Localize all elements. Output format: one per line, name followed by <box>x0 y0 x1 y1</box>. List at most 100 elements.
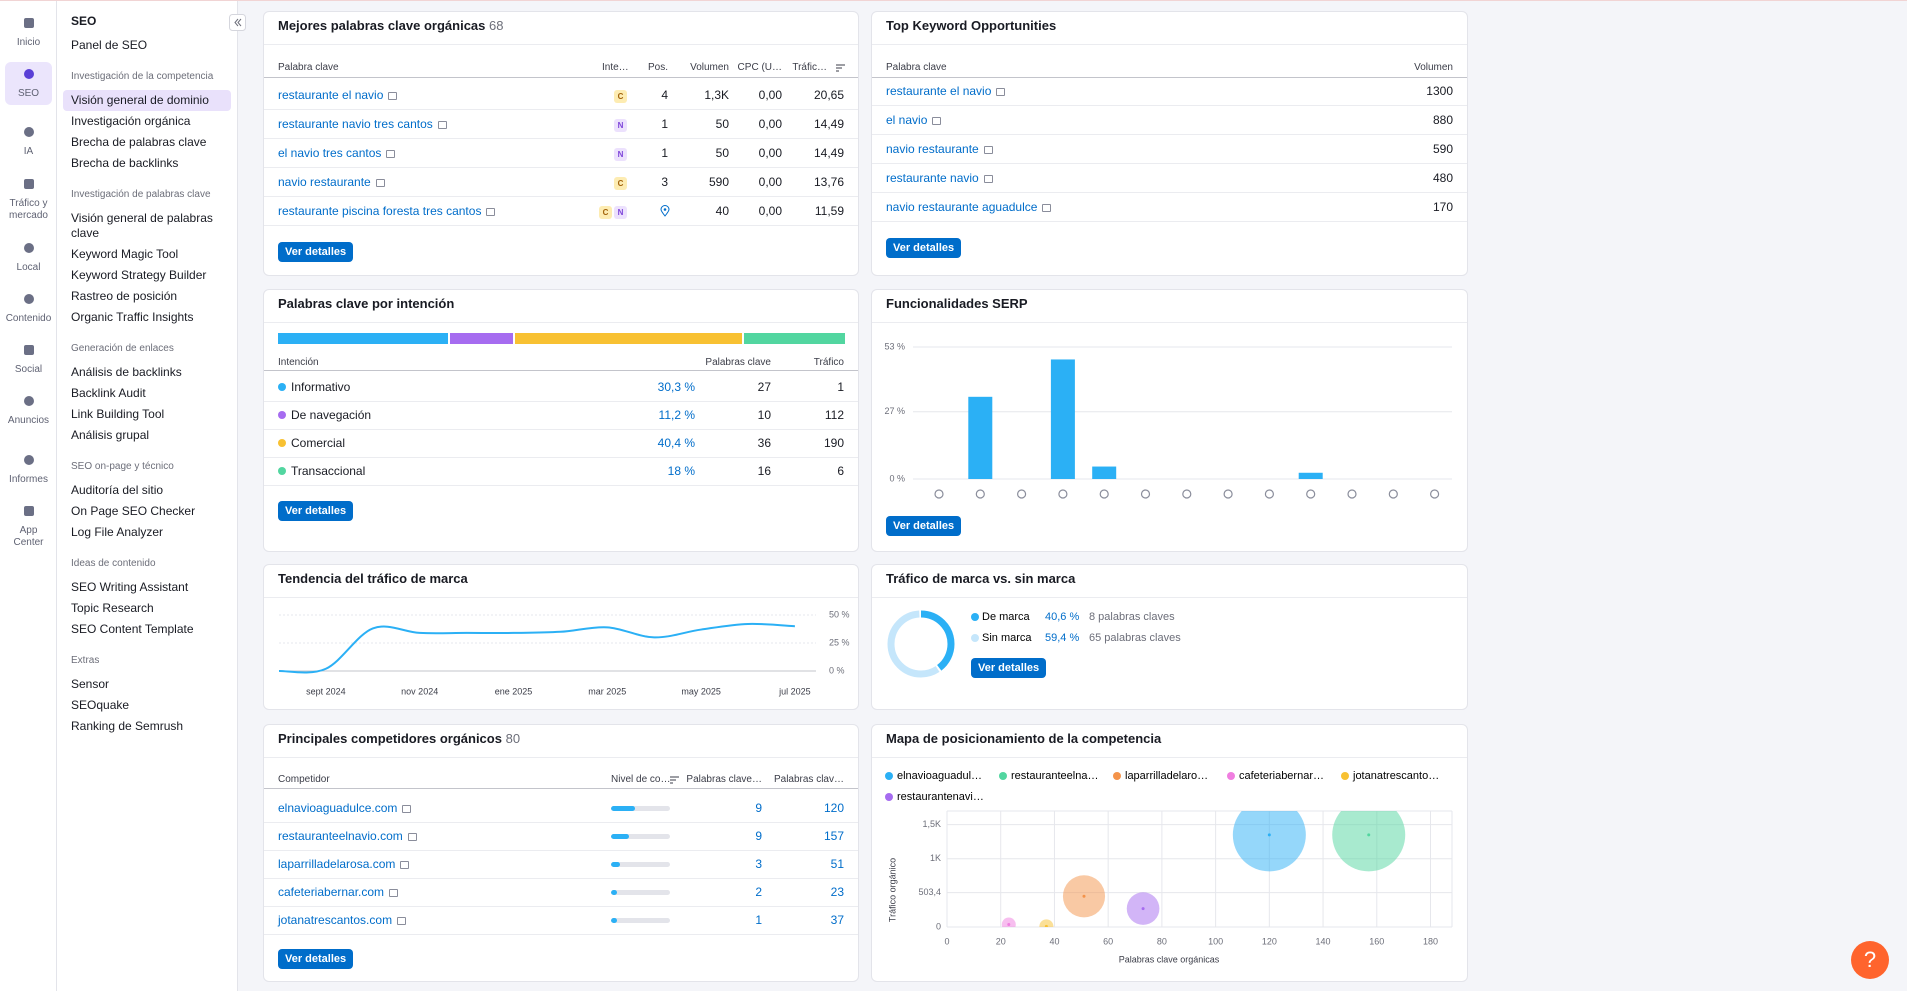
nav-icon <box>23 127 34 137</box>
nav-item[interactable]: Anuncios <box>5 389 52 432</box>
keyword-link[interactable]: restaurante navio tres cantos <box>278 117 433 131</box>
level-bar <box>611 861 621 867</box>
serp-feature-icon <box>934 489 944 499</box>
nav-icon-shape <box>23 243 34 253</box>
details-button[interactable]: Ver detalles <box>971 658 1047 678</box>
nav-item[interactable]: Informes <box>5 448 52 491</box>
legend-label: cafeteriabernar… <box>1239 770 1324 782</box>
nav-item[interactable]: SEO <box>5 62 52 105</box>
sidebar-link[interactable]: On Page SEO Checker <box>71 504 196 518</box>
sidebar-link[interactable]: Análisis de backlinks <box>71 365 182 379</box>
sidebar-link[interactable]: Rastreo de posición <box>71 289 178 303</box>
competitor-link[interactable]: cafeteriabernar.com <box>278 885 385 899</box>
sidebar-link[interactable]: Auditoría del sitio <box>71 483 164 497</box>
nav-item[interactable]: Local <box>5 236 52 279</box>
y-tick-label: 1,5K <box>922 819 941 829</box>
keyword-link[interactable]: restaurante piscina foresta tres cantos <box>278 204 482 218</box>
sidebar-link[interactable]: Visión general de palabras clave <box>71 211 213 240</box>
serp-icon <box>437 121 447 129</box>
nav-label: Tráfico y mercado <box>9 198 48 221</box>
sidebar-link[interactable]: SEOquake <box>71 698 130 712</box>
x-tick-label: 20 <box>996 936 1006 946</box>
volume: 590 <box>708 175 729 189</box>
y-tick-label: 1K <box>930 853 941 863</box>
nav-item[interactable]: Inicio <box>5 11 52 54</box>
legend-label: elnavioaguadul… <box>897 770 982 782</box>
competitor-link[interactable]: laparrilladelarosa.com <box>278 857 396 871</box>
legend-label: Sin marca <box>982 632 1032 644</box>
sidebar-link[interactable]: Investigación orgánica <box>71 114 191 128</box>
keyword-link[interactable]: restaurante navio <box>886 171 979 185</box>
keyword-link[interactable]: el navio tres cantos <box>278 146 382 160</box>
nav-label: SEO <box>17 88 40 99</box>
serp-feature-icon <box>1140 489 1151 499</box>
intent-dot <box>278 383 286 391</box>
title-text: Mejores palabras clave orgánicas <box>278 18 486 33</box>
sidebar-link[interactable]: Organic Traffic Insights <box>71 310 194 324</box>
competitor-link[interactable]: jotanatrescantos.com <box>278 913 393 927</box>
intent-dot <box>278 439 286 447</box>
level-bar <box>611 917 617 923</box>
keyword-link[interactable]: el navio <box>886 113 928 127</box>
sidebar-link[interactable]: Visión general de dominio <box>63 90 231 111</box>
nav-item[interactable]: IA <box>5 120 52 163</box>
divider <box>264 597 858 598</box>
details-button[interactable]: Ver detalles <box>278 242 354 262</box>
keyword-link[interactable]: restaurante el navio <box>278 88 384 102</box>
sidebar-heading: Investigación de palabras clave <box>71 189 211 200</box>
details-button[interactable]: Ver detalles <box>886 516 962 536</box>
y-tick-label: 0 % <box>829 665 845 675</box>
sidebar-link[interactable]: Topic Research <box>71 601 154 615</box>
nav-item[interactable]: Tráfico y mercado <box>5 172 52 227</box>
column-header: Volumen <box>690 62 729 73</box>
serp-icon <box>388 92 398 100</box>
sidebar-link[interactable]: Keyword Strategy Builder <box>71 268 207 282</box>
keyword-link[interactable]: navio restaurante <box>278 175 371 189</box>
keyword-link[interactable]: navio restaurante aguadulce <box>886 200 1038 214</box>
sidebar-link[interactable]: Keyword Magic Tool <box>71 247 179 261</box>
divider <box>264 757 858 758</box>
nav-rail: Inicio SEO IA Tráfico y mercado Local Conteni… <box>0 1 57 991</box>
x-tick-label: 40 <box>1049 936 1059 946</box>
nav-item[interactable]: App Center <box>5 499 52 554</box>
details-button[interactable]: Ver detalles <box>886 238 962 258</box>
details-button[interactable]: Ver detalles <box>278 501 354 521</box>
column-header: Competidor <box>278 774 330 785</box>
x-tick-label: 160 <box>1369 936 1384 946</box>
keyword-link[interactable]: navio restaurante <box>886 142 979 156</box>
volume: 590 <box>1432 142 1453 156</box>
sidebar-link[interactable]: SEO Content Template <box>71 622 194 636</box>
nav-icon <box>23 69 34 79</box>
sidebar-link[interactable]: Brecha de palabras clave <box>71 135 207 149</box>
sidebar-link[interactable]: Link Building Tool <box>71 407 165 421</box>
sidebar-link[interactable]: Análisis grupal <box>71 428 150 442</box>
sidebar-link[interactable]: Panel de SEO <box>71 38 148 52</box>
sidebar-link[interactable]: Ranking de Semrush <box>71 719 184 733</box>
intent-badges: C <box>612 87 627 103</box>
sidebar-link[interactable]: Sensor <box>71 677 110 691</box>
position: 3 <box>661 175 668 189</box>
title-count: 80 <box>505 731 521 746</box>
competitor-link[interactable]: elnavioaguadulce.com <box>278 801 398 815</box>
details-button[interactable]: Ver detalles <box>278 949 354 969</box>
x-axis-title: Palabras clave orgánicas <box>1119 954 1220 964</box>
competitor-link[interactable]: restauranteelnavio.com <box>278 829 403 843</box>
divider <box>872 757 1467 758</box>
sidebar-link[interactable]: Log File Analyzer <box>71 525 164 539</box>
sidebar-heading: Extras <box>71 655 100 666</box>
intent-badge: C <box>614 177 627 190</box>
column-header: Palabras clave <box>705 357 771 368</box>
keyword-link[interactable]: restaurante el navio <box>886 84 992 98</box>
sidebar-link[interactable]: Backlink Audit <box>71 386 146 400</box>
y-tick-label: 0 % <box>889 473 905 483</box>
collapse-button[interactable] <box>229 14 246 31</box>
intent-name: Transaccional <box>291 464 366 478</box>
help-button[interactable]: ? <box>1851 941 1889 979</box>
sidebar-link[interactable]: Brecha de backlinks <box>71 156 179 170</box>
sidebar-link[interactable]: SEO Writing Assistant <box>71 580 189 594</box>
nav-item[interactable]: Social <box>5 338 52 381</box>
card-title: Tráfico de marca vs. sin marca <box>886 571 1076 586</box>
x-tick-label: 100 <box>1208 936 1223 946</box>
nav-item[interactable]: Contenido <box>5 287 52 330</box>
cpc: 0,00 <box>758 117 782 131</box>
